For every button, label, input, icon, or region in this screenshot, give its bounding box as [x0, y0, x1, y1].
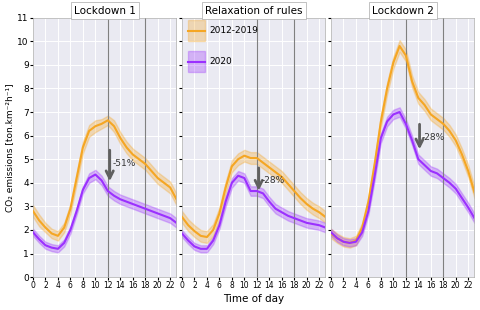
Title: Lockdown 1: Lockdown 1: [74, 6, 136, 16]
Title: Relaxation of rules: Relaxation of rules: [205, 6, 302, 16]
Y-axis label: CO₂ emissions [ton.km⁻²h⁻¹]: CO₂ emissions [ton.km⁻²h⁻¹]: [6, 83, 14, 212]
Text: -28%: -28%: [422, 134, 445, 143]
Bar: [188, 51, 205, 72]
Bar: [188, 20, 205, 41]
Text: -28%: -28%: [261, 176, 285, 185]
Title: Lockdown 2: Lockdown 2: [372, 6, 433, 16]
Text: 2020: 2020: [209, 57, 232, 66]
Text: 2012-2019: 2012-2019: [209, 26, 258, 35]
Text: -51%: -51%: [112, 159, 135, 168]
X-axis label: Time of day: Time of day: [223, 294, 284, 304]
